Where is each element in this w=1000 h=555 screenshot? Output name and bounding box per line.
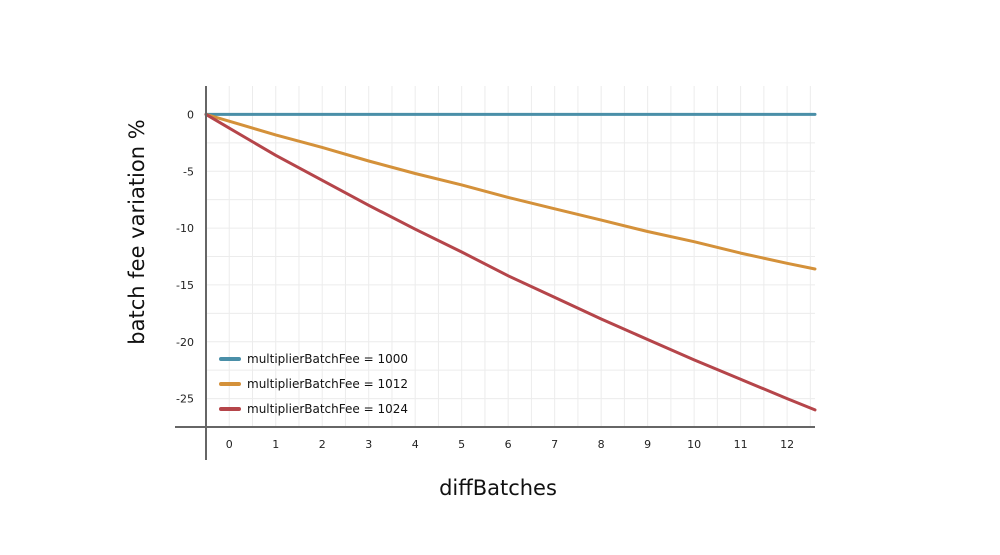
series-line-3 xyxy=(204,112,817,412)
legend-label: multiplierBatchFee = 1024 xyxy=(247,402,408,416)
x-tick-label: 10 xyxy=(687,438,701,451)
y-tick-label: -20 xyxy=(176,336,194,349)
legend-label: multiplierBatchFee = 1012 xyxy=(247,377,408,391)
x-tick-label: 6 xyxy=(505,438,512,451)
grid xyxy=(206,86,815,427)
axes xyxy=(175,86,815,460)
y-tick-label: 0 xyxy=(187,108,194,121)
legend: multiplierBatchFee = 1000 multiplierBatch… xyxy=(219,352,408,416)
series-lines xyxy=(204,112,817,412)
x-tick-label: 0 xyxy=(226,438,233,451)
x-tick-label: 4 xyxy=(412,438,419,451)
x-tick-label: 1 xyxy=(272,438,279,451)
tick-labels: 0 1 2 3 4 5 6 7 8 9 10 11 120-5-10-15-20-25 xyxy=(176,108,794,451)
y-tick-label: -5 xyxy=(183,165,194,178)
y-tick-label: -25 xyxy=(176,393,194,406)
y-tick-label: -10 xyxy=(176,222,194,235)
x-tick-label: 11 xyxy=(734,438,748,451)
x-tick-label: 3 xyxy=(365,438,372,451)
x-tick-label: 9 xyxy=(644,438,651,451)
x-tick-label: 12 xyxy=(780,438,794,451)
series-line-2 xyxy=(204,112,817,271)
y-axis-title: batch fee variation % xyxy=(125,119,149,344)
y-tick-label: -15 xyxy=(176,279,194,292)
x-tick-label: 7 xyxy=(551,438,558,451)
x-tick-label: 8 xyxy=(598,438,605,451)
legend-label: multiplierBatchFee = 1000 xyxy=(247,352,408,366)
x-axis-title: diffBatches xyxy=(439,476,557,500)
x-tick-label: 5 xyxy=(458,438,465,451)
x-tick-label: 2 xyxy=(319,438,326,451)
